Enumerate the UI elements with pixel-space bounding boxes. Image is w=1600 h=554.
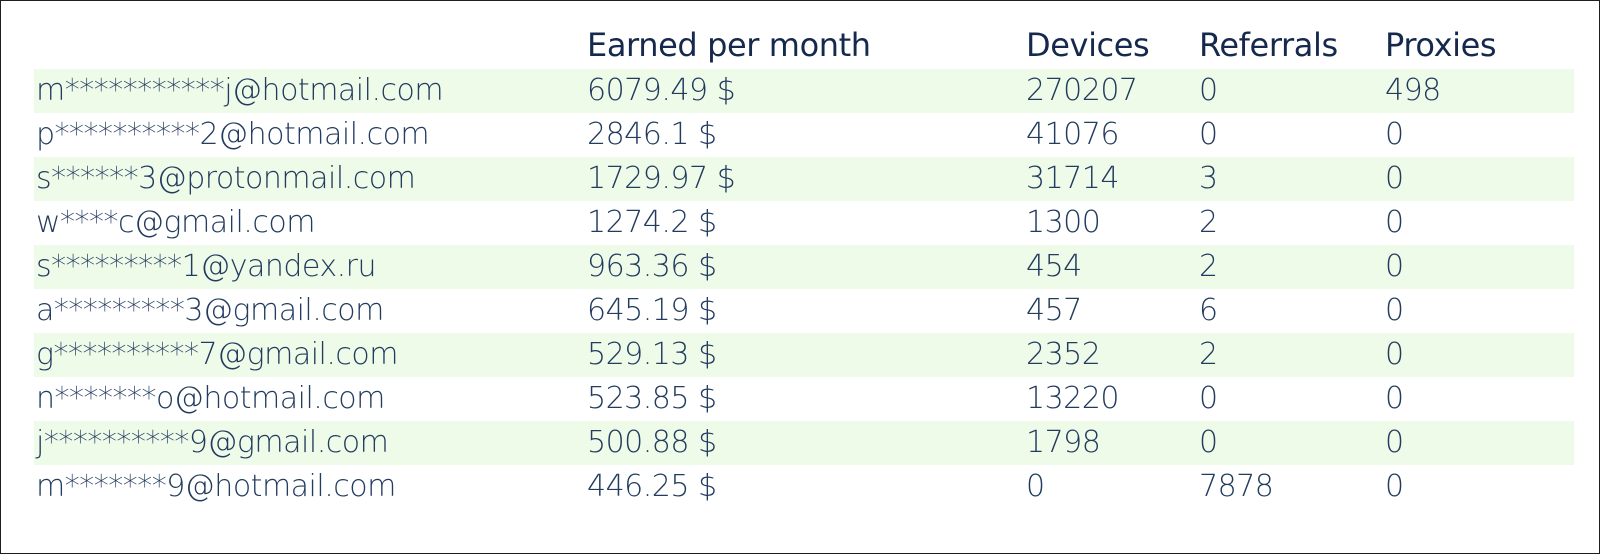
table-row: a*********3@gmail.com 645.19 $ 457 6 0: [34, 289, 1574, 333]
table-row: j**********9@gmail.com 500.88 $ 1798 0 0: [34, 421, 1574, 465]
proxies-cell: 0: [1385, 249, 1404, 284]
devices-cell: 454: [1026, 249, 1082, 284]
header-referrals: Referrals: [1199, 26, 1338, 64]
proxies-cell: 0: [1385, 381, 1404, 416]
table-header-row: Earned per month Devices Referrals Proxi…: [34, 22, 1574, 69]
referrals-cell: 0: [1199, 425, 1218, 460]
referrals-cell: 3: [1199, 161, 1218, 196]
email-cell: s******3@protonmail.com: [36, 161, 416, 196]
devices-cell: 2352: [1026, 337, 1101, 372]
devices-cell: 1300: [1026, 205, 1101, 240]
devices-cell: 270207: [1026, 73, 1138, 108]
header-devices: Devices: [1026, 26, 1150, 64]
table-row: g**********7@gmail.com 529.13 $ 2352 2 0: [34, 333, 1574, 377]
proxies-cell: 0: [1385, 337, 1404, 372]
proxies-cell: 498: [1385, 73, 1441, 108]
earned-cell: 500.88 $: [587, 425, 717, 460]
referrals-cell: 2: [1199, 205, 1218, 240]
earned-cell: 1274.2 $: [587, 205, 717, 240]
devices-cell: 13220: [1026, 381, 1119, 416]
referrals-cell: 0: [1199, 117, 1218, 152]
table-row: w****c@gmail.com 1274.2 $ 1300 2 0: [34, 201, 1574, 245]
earned-cell: 963.36 $: [587, 249, 717, 284]
referrals-cell: 0: [1199, 73, 1218, 108]
header-earned-per-month: Earned per month: [587, 26, 871, 64]
referrals-cell: 0: [1199, 381, 1218, 416]
table-row: m*******9@hotmail.com 446.25 $ 0 7878 0: [34, 465, 1574, 509]
email-cell: g**********7@gmail.com: [36, 337, 398, 372]
table-row: n*******o@hotmail.com 523.85 $ 13220 0 0: [34, 377, 1574, 421]
devices-cell: 1798: [1026, 425, 1101, 460]
proxies-cell: 0: [1385, 161, 1404, 196]
devices-cell: 457: [1026, 293, 1082, 328]
table-row: p**********2@hotmail.com 2846.1 $ 41076 …: [34, 113, 1574, 157]
earned-cell: 446.25 $: [587, 469, 717, 504]
email-cell: w****c@gmail.com: [36, 205, 315, 240]
earned-cell: 523.85 $: [587, 381, 717, 416]
email-cell: s*********1@yandex.ru: [36, 249, 376, 284]
proxies-cell: 0: [1385, 117, 1404, 152]
proxies-cell: 0: [1385, 469, 1404, 504]
proxies-cell: 0: [1385, 425, 1404, 460]
email-cell: n*******o@hotmail.com: [36, 381, 385, 416]
leaderboard-table: Earned per month Devices Referrals Proxi…: [34, 22, 1574, 509]
email-cell: p**********2@hotmail.com: [36, 117, 430, 152]
earned-cell: 6079.49 $: [587, 73, 736, 108]
referrals-cell: 2: [1199, 249, 1218, 284]
referrals-cell: 6: [1199, 293, 1218, 328]
devices-cell: 31714: [1026, 161, 1119, 196]
earned-cell: 1729.97 $: [587, 161, 736, 196]
header-proxies: Proxies: [1385, 26, 1497, 64]
proxies-cell: 0: [1385, 293, 1404, 328]
table-row: s******3@protonmail.com 1729.97 $ 31714 …: [34, 157, 1574, 201]
earned-cell: 529.13 $: [587, 337, 717, 372]
email-cell: j**********9@gmail.com: [36, 425, 389, 460]
devices-cell: 41076: [1026, 117, 1119, 152]
table-row: s*********1@yandex.ru 963.36 $ 454 2 0: [34, 245, 1574, 289]
email-cell: m***********j@hotmail.com: [36, 73, 444, 108]
proxies-cell: 0: [1385, 205, 1404, 240]
earned-cell: 645.19 $: [587, 293, 717, 328]
table-row: m***********j@hotmail.com 6079.49 $ 2702…: [34, 69, 1574, 113]
devices-cell: 0: [1026, 469, 1045, 504]
referrals-cell: 2: [1199, 337, 1218, 372]
email-cell: a*********3@gmail.com: [36, 293, 384, 328]
referrals-cell: 7878: [1199, 469, 1274, 504]
earned-cell: 2846.1 $: [587, 117, 717, 152]
email-cell: m*******9@hotmail.com: [36, 469, 396, 504]
